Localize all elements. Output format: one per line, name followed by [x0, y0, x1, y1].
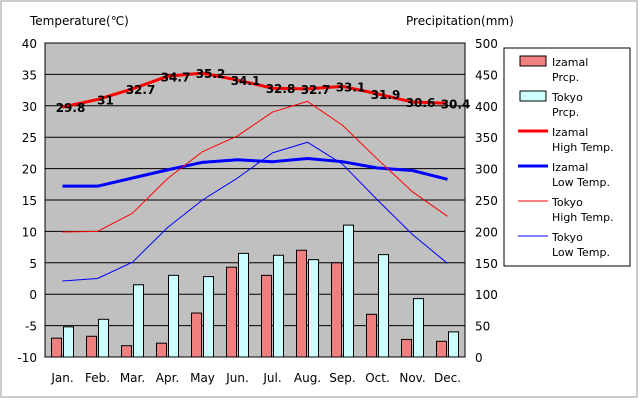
right-tick-label: 450: [475, 68, 498, 82]
izamal_high-line: [62, 71, 448, 109]
tokyo_prcp-bar: [98, 318, 109, 358]
izamal_prcp-legend-label: Prcp.: [552, 71, 579, 84]
izamal_high-data-label: 33.1: [336, 80, 366, 94]
right-tick-label: 150: [475, 257, 498, 271]
x-tick-label: Sep.: [329, 371, 355, 385]
left-axis-title: Temperature(℃): [29, 14, 129, 28]
tokyo_prcp-bar: [448, 331, 459, 358]
left-tick-label: -5: [25, 320, 37, 334]
right-tick-label: 0: [475, 351, 483, 365]
izamal_prcp-bar: [86, 335, 97, 358]
izamal_prcp-legend-label: Izamal: [552, 56, 588, 69]
left-tick-label: 10: [22, 225, 37, 239]
tokyo_low-legend-label: Low Temp.: [552, 246, 610, 259]
right-tick-label: 200: [475, 225, 498, 239]
left-tick-label: 15: [22, 194, 37, 208]
left-tick-label: 30: [22, 100, 37, 114]
izamal_prcp-bar: [331, 262, 342, 358]
right-tick-label: 50: [475, 320, 490, 334]
izamal_high-data-label: 29.8: [56, 101, 86, 115]
izamal_high-data-label: 32.7: [126, 83, 156, 97]
x-tick-label: Feb.: [85, 371, 110, 385]
tokyo_low-line: [62, 141, 448, 282]
izamal_prcp-bar: [296, 249, 307, 358]
izamal_high-data-label: 31: [97, 94, 114, 108]
izamal_high-data-label: 32.8: [266, 82, 296, 96]
right-tick-label: 400: [475, 100, 498, 114]
right-tick-label: 100: [475, 288, 498, 302]
izamal_prcp-legend-swatch: [519, 55, 547, 67]
izamal_high-legend-label: Izamal: [552, 126, 588, 139]
tokyo_prcp-legend-swatch: [519, 90, 547, 102]
izamal_prcp-bar: [401, 338, 412, 358]
izamal_high-data-label: 30.6: [406, 96, 436, 110]
left-tick-label: 0: [29, 288, 37, 302]
x-tick-label: Nov.: [399, 371, 425, 385]
izamal_high-data-label: 30.4: [441, 97, 471, 111]
right-tick-label: 500: [475, 37, 498, 51]
tokyo_prcp-bar: [378, 254, 389, 358]
izamal_prcp-bar: [51, 337, 62, 358]
tokyo_high-legend-label: High Temp.: [552, 211, 614, 224]
x-tick-label: Dec.: [434, 371, 461, 385]
izamal_low-legend-label: Low Temp.: [552, 176, 610, 189]
left-tick-label: 40: [22, 37, 37, 51]
izamal_prcp-bar: [366, 313, 377, 358]
izamal_high-data-label: 32.7: [301, 83, 331, 97]
x-tick-label: Apr.: [156, 371, 179, 385]
izamal_prcp-bar: [121, 345, 132, 358]
x-tick-label: Aug.: [294, 371, 321, 385]
tokyo_high-line: [62, 100, 448, 233]
izamal_high-data-label: 34.7: [161, 70, 191, 84]
x-tick-label: Jun.: [225, 371, 249, 385]
tokyo_high-legend-label: Tokyo: [551, 196, 583, 209]
lines-layer: [62, 71, 448, 282]
izamal_prcp-bar: [191, 312, 202, 358]
plot-border: [44, 42, 466, 358]
izamal_prcp-bar: [261, 274, 272, 358]
tokyo_prcp-bar: [238, 252, 249, 358]
izamal_high-data-label: 34.1: [231, 74, 261, 88]
tokyo_prcp-bar: [203, 276, 214, 358]
izamal_low-legend-label: Izamal: [552, 161, 588, 174]
izamal_prcp-bar: [156, 342, 167, 358]
legend: Izamal Prcp. Tokyo Prcp. Izamal High Temp. Iza…: [503, 47, 631, 267]
izamal_high-data-label: 31.9: [371, 88, 401, 102]
x-tick-label: May: [190, 371, 215, 385]
tokyo_prcp-legend-label: Tokyo: [551, 91, 583, 104]
tokyo_prcp-bar: [133, 284, 144, 358]
izamal_low-line: [62, 157, 448, 188]
left-tick-label: 5: [29, 257, 37, 271]
right-tick-label: 350: [475, 131, 498, 145]
left-tick-label: 35: [22, 68, 37, 82]
tokyo_low-legend-label: Tokyo: [551, 231, 583, 244]
left-tick-label: 20: [22, 163, 37, 177]
bars-layer: [51, 224, 459, 358]
tokyo_prcp-bar: [168, 274, 179, 358]
data-labels-layer: 29.8 31 32.7 34.7 35.2 34.1 32.8 32.7 33.1 31.9 30…: [56, 67, 471, 115]
right-axis-title: Precipitation(mm): [406, 14, 514, 28]
tick-labels: 4035302520151050-5-105004504003503002502…: [17, 37, 498, 385]
legend-box: [503, 47, 631, 267]
x-tick-label: Mar.: [120, 371, 145, 385]
x-tick-label: Jul.: [262, 371, 281, 385]
x-tick-label: Jan.: [50, 371, 73, 385]
izamal_high-data-label: 35.2: [196, 67, 226, 81]
izamal_prcp-bar: [226, 266, 237, 358]
izamal_prcp-bar: [436, 340, 447, 358]
left-tick-label: 25: [22, 131, 37, 145]
x-tick-label: Oct.: [365, 371, 390, 385]
right-tick-label: 250: [475, 194, 498, 208]
tokyo_prcp-bar: [63, 326, 74, 358]
tokyo_prcp-bar: [273, 254, 284, 358]
izamal_high-legend-label: High Temp.: [552, 141, 614, 154]
right-tick-label: 300: [475, 163, 498, 177]
tokyo_prcp-bar: [308, 259, 319, 358]
tokyo_prcp-bar: [343, 224, 354, 358]
left-tick-label: -10: [17, 351, 37, 365]
tokyo_prcp-legend-label: Prcp.: [552, 106, 579, 119]
tokyo_prcp-bar: [413, 298, 424, 358]
